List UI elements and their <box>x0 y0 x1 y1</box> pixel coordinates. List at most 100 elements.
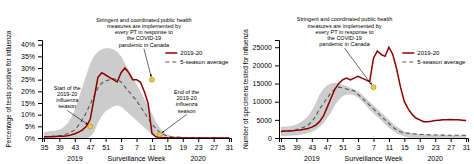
x-tick-mark <box>343 138 344 142</box>
x-tick-mark <box>106 138 107 142</box>
x-tick-mark <box>229 138 230 142</box>
y-tick-label: 30% <box>21 65 35 72</box>
x-tick-mark <box>59 138 60 142</box>
x-tick: 23 <box>432 138 440 151</box>
x-tick: 35 <box>41 138 49 151</box>
y-tick-mark <box>38 80 42 81</box>
x-tick-label: 47 <box>87 144 95 151</box>
y-tick-label: 5000 <box>256 117 272 124</box>
y-tick-mark <box>275 65 279 66</box>
y-tick-mark <box>38 103 42 104</box>
legend-entry: 5-season average <box>165 59 229 65</box>
x-tick-label: 23 <box>195 144 203 151</box>
annotation-line: influenza <box>176 101 199 107</box>
y-tick: 25% <box>21 76 42 83</box>
annotation-line: measures are implemented by <box>107 23 181 29</box>
x-tick: 43 <box>71 138 79 151</box>
x-tick-label: 3 <box>120 144 124 151</box>
y-tick-label: 0% <box>25 135 35 142</box>
panel: 0500010000150002000025000353943475137111… <box>242 16 470 162</box>
annotation-arrow <box>345 48 372 85</box>
annotation-marker <box>88 124 93 129</box>
y-tick: 20000 <box>253 62 279 69</box>
x-tick: 43 <box>308 138 316 151</box>
x-tick: 19 <box>179 138 187 151</box>
chart-root: 0%5%10%15%20%25%30%35%40%353943475137111… <box>0 0 474 164</box>
annotation-line: 2019-20 <box>177 95 197 101</box>
y-tick-mark <box>275 47 279 48</box>
annotation-arrow <box>67 110 88 124</box>
y-tick-label: 10000 <box>253 98 273 105</box>
axis-line <box>43 139 232 143</box>
y-tick-label: 0 <box>268 135 272 142</box>
x-tick-label: 39 <box>293 144 301 151</box>
x-tick: 51 <box>102 138 110 151</box>
x-tick-label: 11 <box>386 144 393 151</box>
x-tick-label: 11 <box>149 144 156 151</box>
x-axis: 353943475137111519232731 <box>41 138 234 151</box>
period-label: 2020 <box>427 155 443 162</box>
legend: 2019-205-season average <box>402 50 466 65</box>
y-tick: 5% <box>25 123 42 130</box>
y-tick-label: 5% <box>25 123 35 130</box>
annotation-line: Start of the <box>54 85 81 91</box>
annotation-arrow <box>144 49 151 77</box>
y-tick-label: 25% <box>21 76 35 83</box>
panel: 0%5%10%15%20%25%30%35%40%353943475137111… <box>5 17 233 162</box>
x-tick-mark <box>167 138 168 142</box>
annotation-line: pandemic in Canada <box>319 41 370 47</box>
axis-line <box>280 139 469 143</box>
x-tick-mark <box>214 138 215 142</box>
annotation-line: Stringent and coordinated public health <box>96 17 191 23</box>
annotation-text: Start of the2019-20influenzaseason <box>54 85 81 110</box>
average-range-band <box>44 48 229 138</box>
x-tick-label: 43 <box>308 144 316 151</box>
y-tick: 10000 <box>253 98 279 105</box>
x-tick: 19 <box>416 138 424 151</box>
annotation-marker <box>371 85 376 90</box>
y-tick-mark <box>38 138 42 139</box>
x-tick-label: 15 <box>164 144 172 151</box>
x-tick-label: 35 <box>278 144 286 151</box>
annotation-marker <box>149 77 154 82</box>
x-tick: 3 <box>120 138 124 151</box>
x-tick-mark <box>75 138 76 142</box>
y-tick-mark <box>275 84 279 85</box>
y-tick-label: 15000 <box>253 80 273 87</box>
legend-entry: 5-season average <box>402 59 466 65</box>
x-tick: 23 <box>195 138 203 151</box>
x-tick-label: 3 <box>357 144 361 151</box>
y-tick: 5000 <box>256 117 279 124</box>
legend-swatch <box>165 61 177 62</box>
x-tick-mark <box>420 138 421 142</box>
y-tick-mark <box>38 56 42 57</box>
x-tick: 7 <box>135 138 139 151</box>
legend-swatch <box>165 52 177 54</box>
x-tick-label: 19 <box>416 144 424 151</box>
y-tick: 35% <box>21 53 42 60</box>
x-tick: 3 <box>357 138 361 151</box>
x-tick: 47 <box>324 138 332 151</box>
x-tick: 11 <box>386 138 393 151</box>
annotation-line: season <box>178 108 196 114</box>
legend-label: 5-season average <box>417 59 466 65</box>
x-tick-mark <box>121 138 122 142</box>
x-tick: 31 <box>463 138 471 151</box>
y-tick-label: 10% <box>21 111 35 118</box>
period-label: 2020 <box>190 155 206 162</box>
y-axis-title: Percentage of tests positive for influen… <box>5 30 13 147</box>
legend-label: 5-season average <box>180 59 229 65</box>
x-tick: 27 <box>210 138 218 151</box>
average-range-band <box>281 83 466 138</box>
x-tick-label: 47 <box>324 144 332 151</box>
y-tick: 20% <box>21 88 42 95</box>
x-tick-label: 31 <box>226 144 234 151</box>
y-tick: 25000 <box>253 44 279 51</box>
x-tick-label: 51 <box>339 144 347 151</box>
y-tick-label: 20000 <box>253 62 273 69</box>
annotations: Stringent and coordinated public healthm… <box>297 16 392 84</box>
plot-area <box>44 48 229 138</box>
y-axis: 0 5000 10000 15000 20000 25000 <box>253 41 280 142</box>
x-axis-title: Surveillance Week <box>108 155 166 162</box>
x-tick-label: 27 <box>210 144 218 151</box>
